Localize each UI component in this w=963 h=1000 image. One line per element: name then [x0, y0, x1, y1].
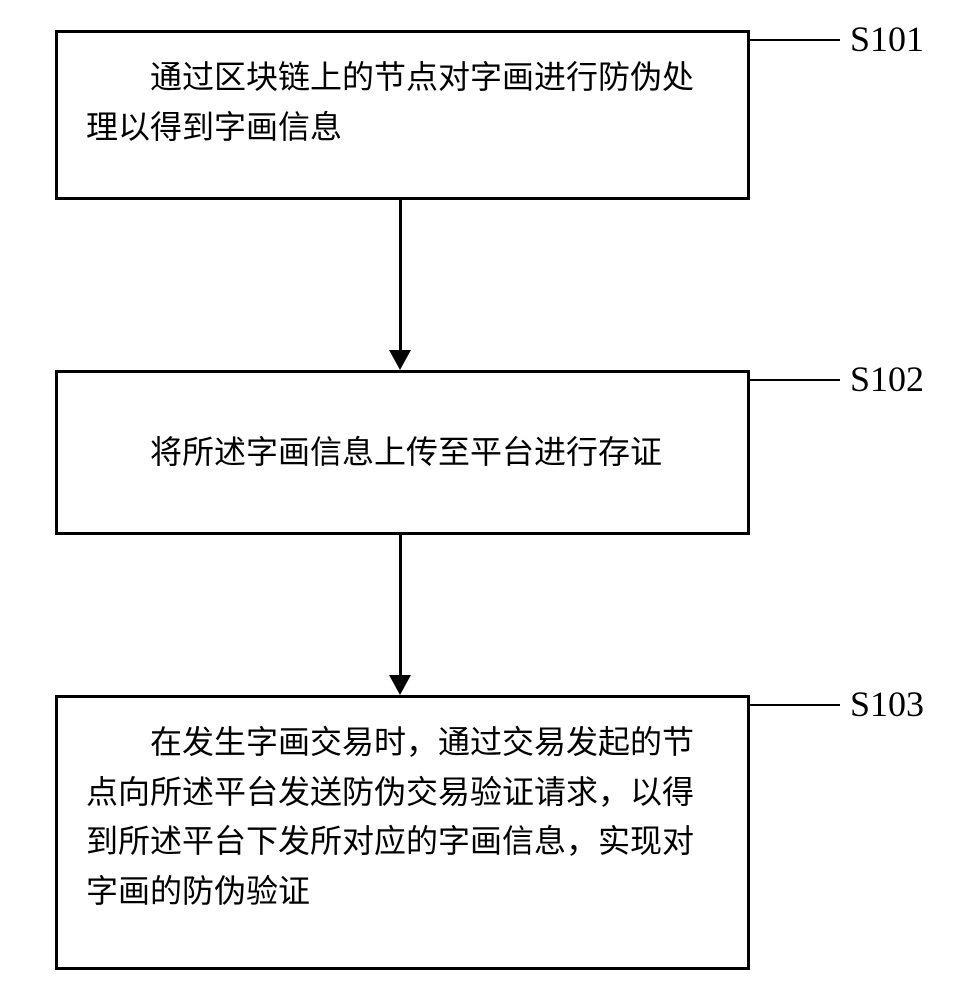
flow-arrow-line [399, 535, 402, 675]
flow-step-text: 在发生字画交易时，通过交易发起的节点向所述平台发送防伪交易验证请求，以得到所述平… [86, 724, 694, 909]
flow-arrow-head [389, 350, 411, 370]
label-connector-line [750, 39, 840, 41]
flow-step-label: S103 [850, 683, 924, 725]
label-connector-line [750, 704, 840, 706]
flow-step-text: 通过区块链上的节点对字画进行防伪处理以得到字画信息 [86, 59, 694, 145]
flow-arrow-head [389, 675, 411, 695]
flow-step-s101: 通过区块链上的节点对字画进行防伪处理以得到字画信息 [55, 30, 750, 200]
flow-step-s103: 在发生字画交易时，通过交易发起的节点向所述平台发送防伪交易验证请求，以得到所述平… [55, 695, 750, 970]
flow-step-label: S101 [850, 18, 924, 60]
flow-step-s102: 将所述字画信息上传至平台进行存证 [55, 370, 750, 535]
flow-step-label: S102 [850, 358, 924, 400]
flowchart-canvas: 通过区块链上的节点对字画进行防伪处理以得到字画信息 S101 将所述字画信息上传… [0, 0, 963, 1000]
label-connector-line [750, 379, 840, 381]
flow-arrow-line [399, 200, 402, 350]
flow-step-text: 将所述字画信息上传至平台进行存证 [86, 428, 662, 478]
